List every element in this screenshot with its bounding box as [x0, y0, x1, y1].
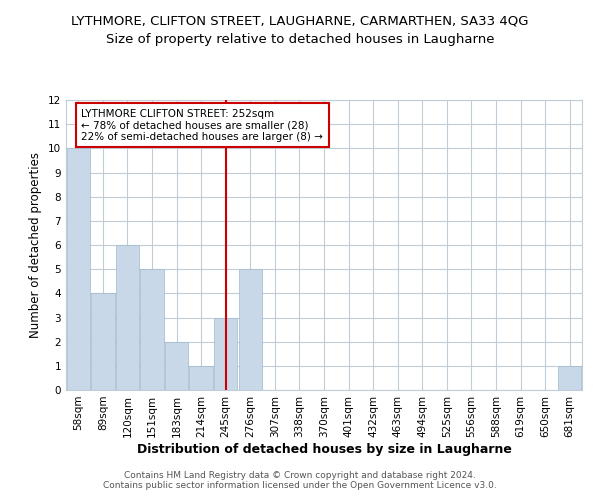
- Text: Size of property relative to detached houses in Laugharne: Size of property relative to detached ho…: [106, 32, 494, 46]
- Bar: [214, 318, 238, 390]
- Bar: [239, 269, 262, 390]
- Y-axis label: Number of detached properties: Number of detached properties: [29, 152, 43, 338]
- Bar: [116, 245, 139, 390]
- Bar: [558, 366, 581, 390]
- X-axis label: Distribution of detached houses by size in Laugharne: Distribution of detached houses by size …: [137, 442, 511, 456]
- Bar: [190, 366, 213, 390]
- Bar: [67, 148, 90, 390]
- Bar: [91, 294, 115, 390]
- Bar: [140, 269, 164, 390]
- Text: LYTHMORE, CLIFTON STREET, LAUGHARNE, CARMARTHEN, SA33 4QG: LYTHMORE, CLIFTON STREET, LAUGHARNE, CAR…: [71, 15, 529, 28]
- Bar: [165, 342, 188, 390]
- Text: Contains HM Land Registry data © Crown copyright and database right 2024.
Contai: Contains HM Land Registry data © Crown c…: [103, 470, 497, 490]
- Text: LYTHMORE CLIFTON STREET: 252sqm
← 78% of detached houses are smaller (28)
22% of: LYTHMORE CLIFTON STREET: 252sqm ← 78% of…: [82, 108, 323, 142]
